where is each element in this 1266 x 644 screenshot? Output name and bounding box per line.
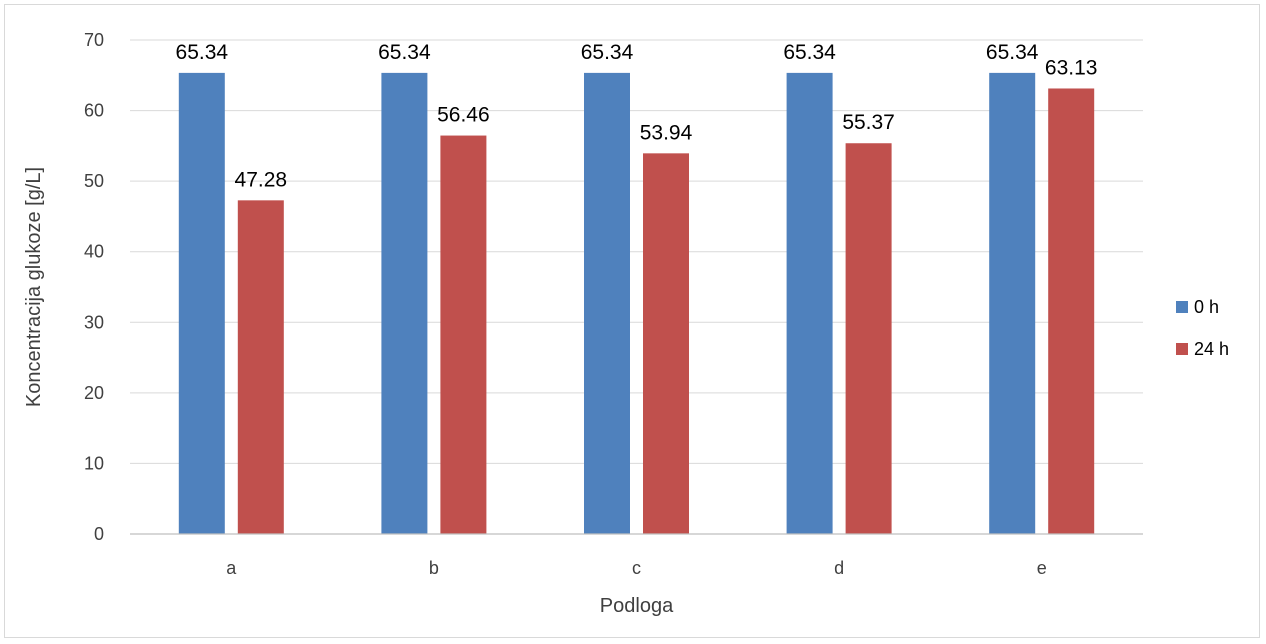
bar-series-2 — [237, 200, 284, 534]
bar-series-2 — [845, 143, 892, 534]
bar-series-2 — [440, 135, 487, 534]
y-tick-label: 40 — [84, 242, 104, 262]
y-axis-title: Koncentracija glukoze [g/L] — [23, 167, 45, 407]
x-tick-label: a — [226, 558, 237, 578]
y-tick-label: 70 — [84, 30, 104, 50]
legend-label: 24 h — [1194, 339, 1229, 359]
data-label: 53.94 — [640, 121, 693, 144]
data-label: 56.46 — [437, 104, 490, 127]
y-tick-label: 20 — [84, 383, 104, 403]
y-axis-ticks: 0 10 20 30 40 50 60 70 — [84, 30, 104, 544]
bar-series-1 — [381, 72, 428, 534]
data-label: 65.34 — [986, 41, 1039, 64]
data-label: 65.34 — [783, 41, 836, 64]
legend-swatch — [1176, 343, 1188, 355]
legend-swatch — [1176, 301, 1188, 313]
data-label: 65.34 — [176, 41, 229, 64]
gridlines — [130, 39, 1143, 464]
bars — [178, 72, 1095, 534]
x-tick-label: b — [429, 558, 439, 578]
bar-series-2 — [643, 153, 689, 534]
data-label: 55.37 — [842, 111, 895, 134]
data-label: 63.13 — [1045, 56, 1098, 79]
data-labels: 65.34 47.28 65.34 56.46 65.34 53.94 65.34 55.37… — [176, 41, 1098, 191]
x-tick-label: e — [1037, 558, 1047, 578]
bar-series-1 — [989, 72, 1036, 534]
x-tick-label: d — [834, 558, 844, 578]
data-label: 47.28 — [235, 168, 288, 191]
bar-series-1 — [584, 72, 630, 534]
y-tick-label: 10 — [84, 453, 104, 473]
bar-series-1 — [786, 72, 833, 534]
x-tick-label: c — [632, 558, 641, 578]
y-tick-label: 30 — [84, 312, 104, 332]
legend-label: 0 h — [1194, 297, 1219, 317]
bar-series-2 — [1048, 88, 1095, 534]
x-axis-title: Podloga — [600, 595, 674, 617]
data-label: 65.34 — [581, 41, 634, 64]
legend: 0 h 24 h — [1176, 297, 1229, 359]
x-axis-ticks: a b c d e — [226, 558, 1046, 578]
bar-series-1 — [178, 72, 225, 534]
y-tick-label: 50 — [84, 171, 104, 191]
y-tick-label: 0 — [94, 524, 104, 544]
y-tick-label: 60 — [84, 101, 104, 121]
data-label: 65.34 — [378, 41, 431, 64]
